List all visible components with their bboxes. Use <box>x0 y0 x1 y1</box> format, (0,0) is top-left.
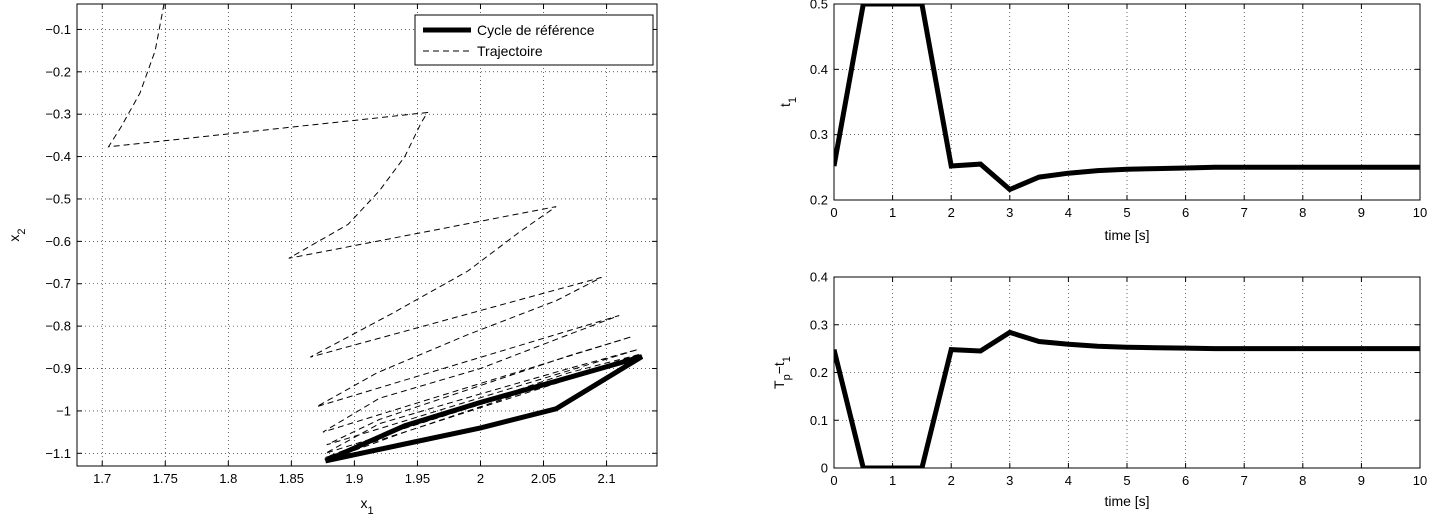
y-tick-label: −0.9 <box>45 361 71 376</box>
y-tick-label: −0.7 <box>45 276 71 291</box>
y-tick-label: 0 <box>821 461 828 476</box>
x-tick-label: 6 <box>1182 473 1189 488</box>
x-tick-label: 4 <box>1065 473 1072 488</box>
x-tick-label: 1.85 <box>279 471 304 486</box>
x-tick-label: 2 <box>477 471 484 486</box>
x-tick-label: 1 <box>889 473 896 488</box>
y-tick-label: −0.4 <box>45 149 71 164</box>
chart-2: 0 1 2 3 4 5 6 7 8 9 10 0.2 0.3 0.4 0.5 time [s] t1 <box>777 0 1427 243</box>
x-tick-label: 5 <box>1123 473 1130 488</box>
y-tick-label: 0.5 <box>810 0 828 12</box>
y-tick-label: −0.2 <box>45 64 71 79</box>
x-tick-label: 0 <box>830 205 837 220</box>
x-tick-label: 3 <box>1006 473 1013 488</box>
y-axis-label: x2 <box>6 228 28 241</box>
x-tick-label: 2 <box>948 205 955 220</box>
x-tick-label: 2.1 <box>598 471 616 486</box>
x-tick-label: 0 <box>830 473 837 488</box>
x-tick-label: 9 <box>1358 473 1365 488</box>
y-axis-label: Tp−t1 <box>771 356 793 389</box>
series-line-1 <box>834 4 1420 193</box>
x-tick-label: 1.8 <box>219 471 237 486</box>
y-tick-label: −0.6 <box>45 234 71 249</box>
y-tick-label: 0.1 <box>810 413 828 428</box>
legend-box <box>414 14 654 66</box>
series-line-2 <box>107 4 643 462</box>
legend: Cycle de référence Trajectoire <box>414 14 654 66</box>
series-line-1 <box>324 354 644 464</box>
y-tick-label: −0.3 <box>45 107 71 122</box>
y-tick-label: −1.1 <box>45 446 71 461</box>
x-tick-label: 1.7 <box>93 471 111 486</box>
axes-box <box>76 3 658 467</box>
x-axis-label: x1 <box>360 495 373 517</box>
x-tick-label: 7 <box>1241 205 1248 220</box>
x-tick-label: 7 <box>1241 473 1248 488</box>
x-tick-label: 3 <box>1006 205 1013 220</box>
x-axis-label: time [s] <box>1104 493 1149 509</box>
x-tick-label: 1.75 <box>153 471 178 486</box>
y-tick-label: 0.4 <box>810 62 828 77</box>
series-line-1 <box>834 329 1420 468</box>
y-tick-label: −0.8 <box>45 319 71 334</box>
y-tick-label: −0.1 <box>45 22 71 37</box>
legend-label-2: Trajectoire <box>477 43 543 59</box>
chart-1: 1.7 1.75 1.8 1.85 1.9 1.95 2 2.05 2.1 −0.1 −0.2 −0.… <box>6 3 658 517</box>
y-axis-label: t1 <box>777 97 799 107</box>
y-tick-label: 0.3 <box>810 127 828 142</box>
x-tick-label: 8 <box>1299 473 1306 488</box>
y-tick-label: 0.2 <box>810 365 828 380</box>
x-tick-label: 1 <box>889 205 896 220</box>
y-tick-label: −0.5 <box>45 191 71 206</box>
x-tick-label: 5 <box>1123 205 1130 220</box>
x-tick-label: 10 <box>1413 205 1427 220</box>
x-tick-label: 10 <box>1413 473 1427 488</box>
legend-label-1: Cycle de référence <box>477 22 595 38</box>
x-tick-label: 9 <box>1358 205 1365 220</box>
x-tick-label: 2.05 <box>531 471 556 486</box>
x-tick-label: 8 <box>1299 205 1306 220</box>
x-axis-label: time [s] <box>1104 227 1149 243</box>
x-tick-label: 1.9 <box>345 471 363 486</box>
x-tick-label: 4 <box>1065 205 1072 220</box>
chart-3: 0 1 2 3 4 5 6 7 8 9 10 0 0.1 0.2 0.3 0.4 time [s] Tp−t1 <box>771 270 1427 510</box>
y-tick-label: 0.3 <box>810 317 828 332</box>
x-tick-label: 6 <box>1182 205 1189 220</box>
x-tick-label: 1.95 <box>405 471 430 486</box>
plot-area <box>77 4 657 466</box>
y-tick-label: 0.2 <box>810 193 828 208</box>
x-tick-label: 2 <box>948 473 955 488</box>
y-tick-label: −1 <box>56 403 71 418</box>
y-tick-label: 0.4 <box>810 270 828 285</box>
